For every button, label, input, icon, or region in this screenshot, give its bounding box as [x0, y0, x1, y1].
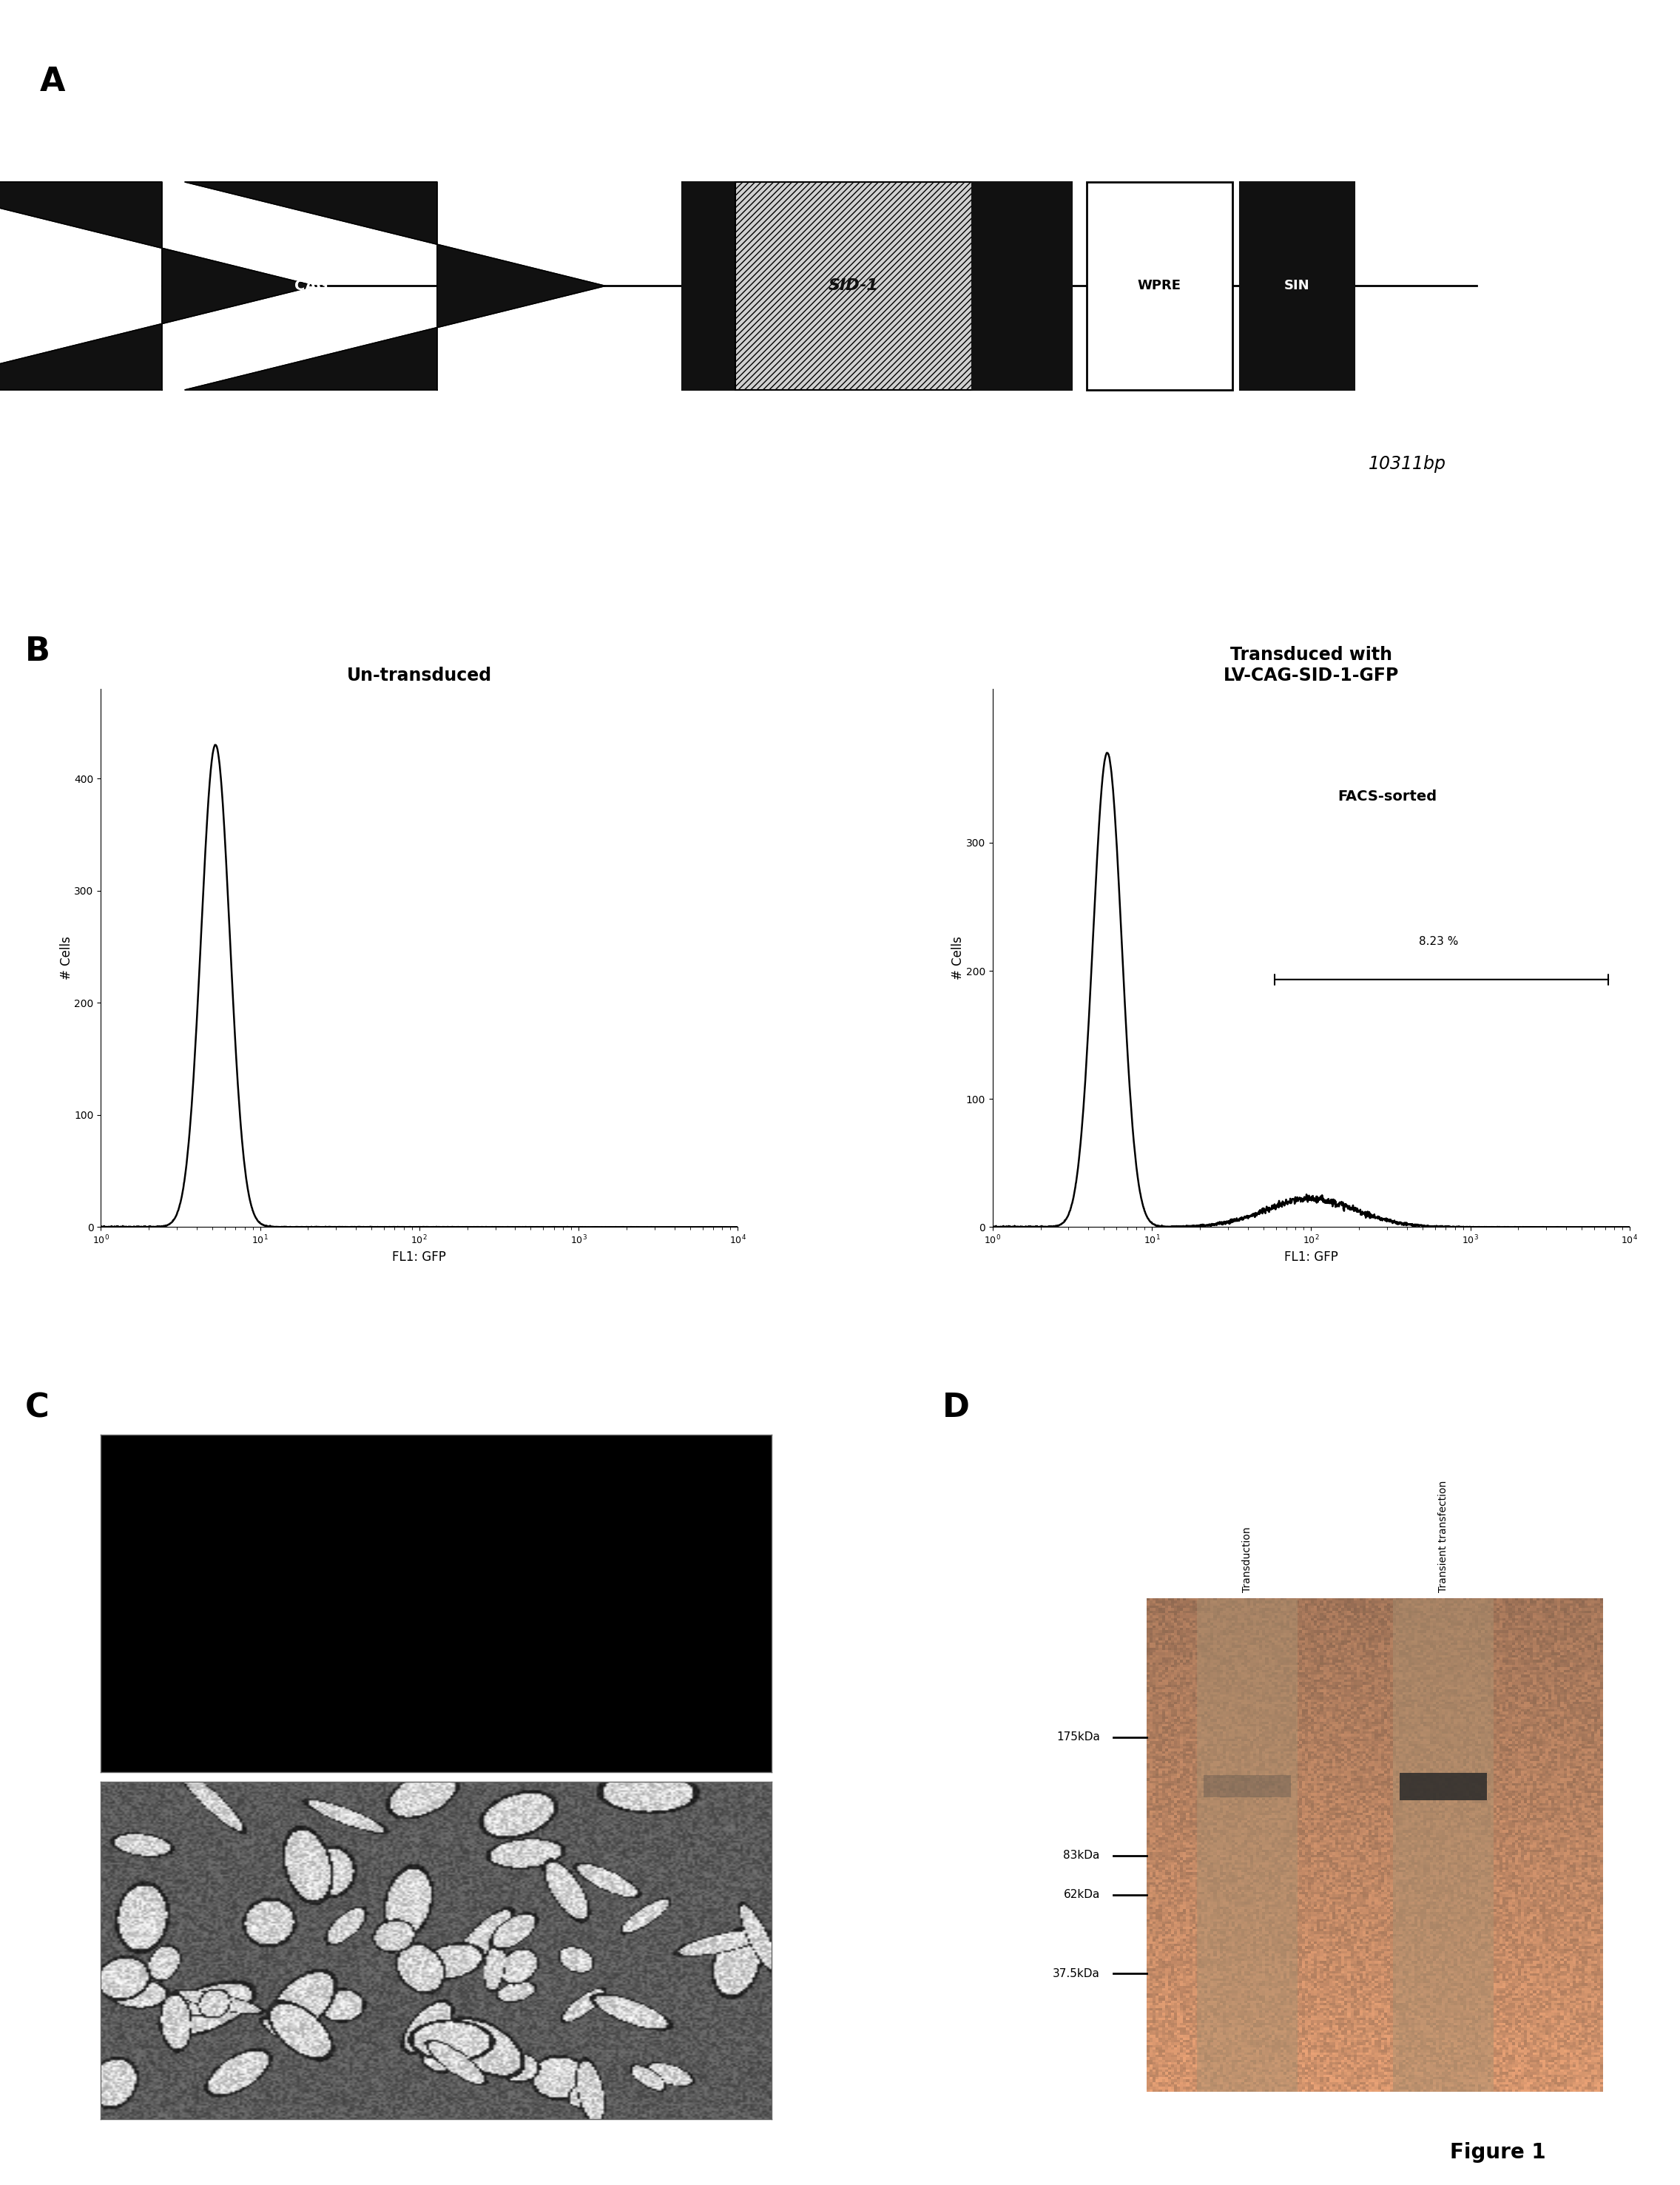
Text: WPRE: WPRE: [1137, 280, 1181, 293]
Y-axis label: # Cells: # Cells: [60, 935, 72, 979]
Bar: [973, 181, 1072, 389]
Text: 37.5kDa: 37.5kDa: [1053, 1969, 1100, 1980]
Text: SIN: SIN: [1284, 280, 1310, 293]
Text: 175kDa: 175kDa: [1057, 1731, 1100, 1744]
Bar: [1240, 181, 1354, 389]
Text: Transduction: Transduction: [1242, 1527, 1252, 1593]
Text: A: A: [40, 66, 66, 98]
Text: FACS-sorted: FACS-sorted: [1337, 789, 1436, 804]
Text: D: D: [942, 1392, 969, 1425]
Y-axis label: # Cells: # Cells: [951, 935, 964, 979]
Text: 83kDa: 83kDa: [1063, 1851, 1100, 1862]
Title: Un-transduced: Un-transduced: [346, 666, 492, 684]
Text: 8.23 %: 8.23 %: [1418, 935, 1458, 948]
Polygon shape: [185, 181, 605, 389]
Text: Transient transfection: Transient transfection: [1438, 1479, 1448, 1593]
Bar: [1203, 1776, 1290, 1798]
Text: Figure 1: Figure 1: [1450, 2143, 1546, 2163]
X-axis label: FL1: GFP: FL1: GFP: [393, 1250, 447, 1263]
Bar: [736, 181, 973, 389]
Title: Transduced with
LV-CAG-SID-1-GFP: Transduced with LV-CAG-SID-1-GFP: [1223, 647, 1399, 684]
Bar: [1399, 1772, 1487, 1800]
Text: SID-1: SID-1: [828, 277, 879, 293]
Text: C: C: [25, 1392, 49, 1425]
Bar: [1196, 1599, 1297, 2091]
Text: LTR: LTR: [15, 280, 40, 293]
Bar: [1393, 1599, 1494, 2091]
Text: CAG: CAG: [294, 280, 328, 293]
Bar: [682, 181, 736, 389]
Polygon shape: [0, 181, 314, 389]
Bar: [1087, 181, 1231, 389]
Text: 62kDa: 62kDa: [1063, 1890, 1100, 1901]
Text: 10311bp: 10311bp: [1369, 454, 1446, 472]
X-axis label: FL1: GFP: FL1: GFP: [1284, 1250, 1337, 1263]
Text: B: B: [25, 636, 50, 666]
